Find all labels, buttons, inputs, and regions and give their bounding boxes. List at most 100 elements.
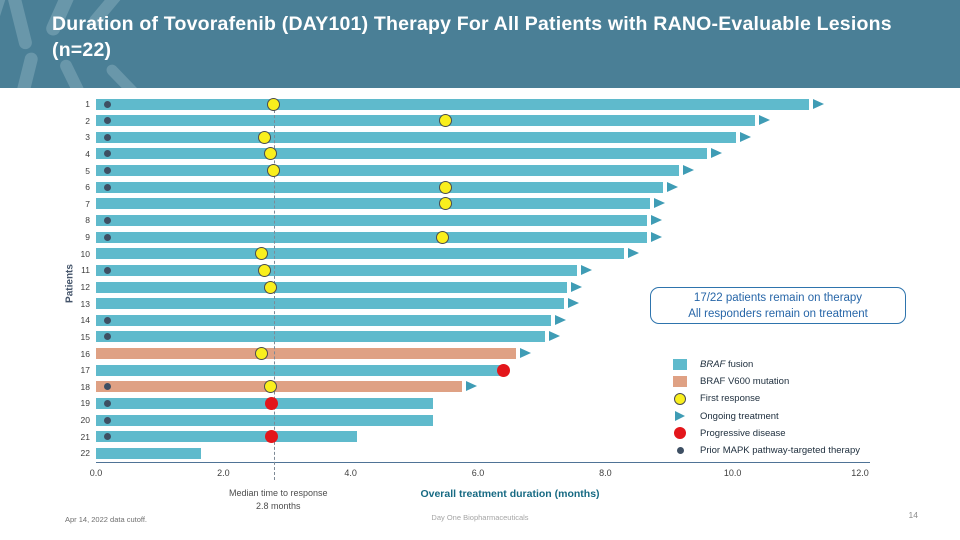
braf-fusion-bar [96,364,507,376]
median-response-annotation: Median time to response 2.8 months [198,487,358,513]
legend-label: First response [700,393,761,405]
braf-fusion-bar [96,248,625,260]
slide-header: Duration of Tovorafenib (DAY101) Therapy… [0,0,960,88]
braf-fusion-bar [96,115,755,127]
patient-row: 14 [81,312,860,329]
sunburst-decoration [13,51,40,88]
ongoing-treatment-arrow-icon [711,148,723,159]
ongoing-treatment-arrow-icon [813,98,825,109]
first-response-marker [439,197,453,211]
patient-number: 1 [85,99,90,109]
progressive-disease-marker [496,363,510,377]
sunburst-decoration [104,62,143,88]
prior-mapk-dot [104,100,111,108]
first-response-marker [267,97,281,111]
braf-fusion-bar [96,331,545,343]
median-annotation-line2: 2.8 months [256,501,301,512]
patient-row: 6 [85,179,860,196]
legend-item-fusion: BRAF fusion [673,356,860,373]
x-tick-label: 6.0 [471,468,485,478]
patient-row: 13 [81,296,860,313]
x-axis-label: Overall treatment duration (months) [420,488,600,500]
patient-number: 7 [85,198,90,209]
ongoing-treatment-arrow-icon [666,181,678,192]
prior-mapk-dot [104,167,111,175]
patient-number: 19 [80,398,90,409]
braf-fusion-bar [96,231,647,243]
patient-row: 3 [85,129,860,146]
first-response-swatch-icon [674,392,686,405]
patient-row: 22 [81,445,860,462]
progressive-disease-marker [264,396,278,410]
prior-mapk-dot [104,316,111,324]
patient-row: 16 [81,346,860,363]
patient-number: 8 [85,215,90,226]
braf-fusion-bar [96,281,568,293]
braf-fusion-bar [96,214,647,226]
legend-label: Ongoing treatment [700,410,779,422]
braf-fusion-bar [96,298,564,310]
patient-number: 11 [81,265,90,276]
prior-mapk-dot [104,333,111,341]
patient-number: 22 [80,448,90,459]
ongoing-treatment-arrow-icon [682,165,694,176]
braf-fusion-bar [96,181,663,193]
callout-line2: All responders remain on treatment [688,308,868,320]
patient-number: 10 [80,248,90,259]
first-response-marker [439,114,453,128]
legend-label: BRAF fusion [700,359,754,371]
braf-fusion-bar [96,414,434,426]
first-response-marker [254,347,268,361]
swimmer-plot: 1 2 3 4 5 6 7 8 9 10 11 12 13 14 15 16 17 18 19 20 21 22 [81,96,860,462]
braf-fusion-bar [96,131,736,143]
braf-v600-bar [96,348,517,360]
legend-label: Progressive disease [700,427,786,439]
first-response-marker [264,147,278,161]
patient-row: 5 [85,163,860,180]
first-response-marker [439,180,453,194]
patient-number: 13 [80,298,90,309]
first-response-marker [435,230,449,244]
first-response-marker [267,164,281,178]
legend-item-v600: BRAF V600 mutation [673,373,860,390]
progressive-disease-marker [264,430,278,444]
ongoing-treatment-arrow-icon [567,298,579,309]
ongoing-treatment-arrow-icon [653,198,665,209]
ongoing-swatch-icon [675,411,685,422]
patient-row: 10 [81,246,860,263]
braf-fusion-bar [96,198,650,210]
braf-fusion-bar [96,447,202,459]
patient-row: 7 [85,196,860,213]
prior-mapk-dot [104,133,111,141]
first-response-marker [254,247,268,261]
prior-mapk-swatch-icon [676,447,684,455]
braf-fusion-bar [96,98,810,110]
patient-row: 12 [81,279,860,296]
patient-row: 11 [81,262,860,279]
legend-item-ongoing: Ongoing treatment [673,408,860,425]
callout-box: 17/22 patients remain on therapy All res… [650,287,906,324]
braf-v600-bar [96,381,463,393]
slide-title: Duration of Tovorafenib (DAY101) Therapy… [52,13,892,61]
patient-number: 18 [80,381,90,392]
legend-label: BRAF V600 mutation [700,376,790,388]
first-response-marker [264,380,278,394]
page-number: 14 [908,510,918,520]
patient-row: 18 [81,379,860,396]
callout-line1: 17/22 patients remain on therapy [693,292,863,304]
patient-number: 4 [85,148,90,159]
ongoing-treatment-arrow-icon [758,115,770,126]
sunburst-decoration [3,0,34,51]
braf-fusion-bar [96,165,679,177]
prior-mapk-dot [104,399,111,407]
first-response-marker [257,130,271,144]
first-response-marker [257,263,271,277]
patient-number: 5 [85,165,90,176]
x-tick-label: 10.0 [723,468,742,478]
patient-number: 2 [85,115,90,126]
patient-number: 16 [80,348,90,359]
patient-number: 21 [80,431,90,442]
prior-mapk-dot [104,416,111,424]
legend-item-first-response: First response [673,390,860,407]
x-tick-label: 2.0 [217,468,230,478]
